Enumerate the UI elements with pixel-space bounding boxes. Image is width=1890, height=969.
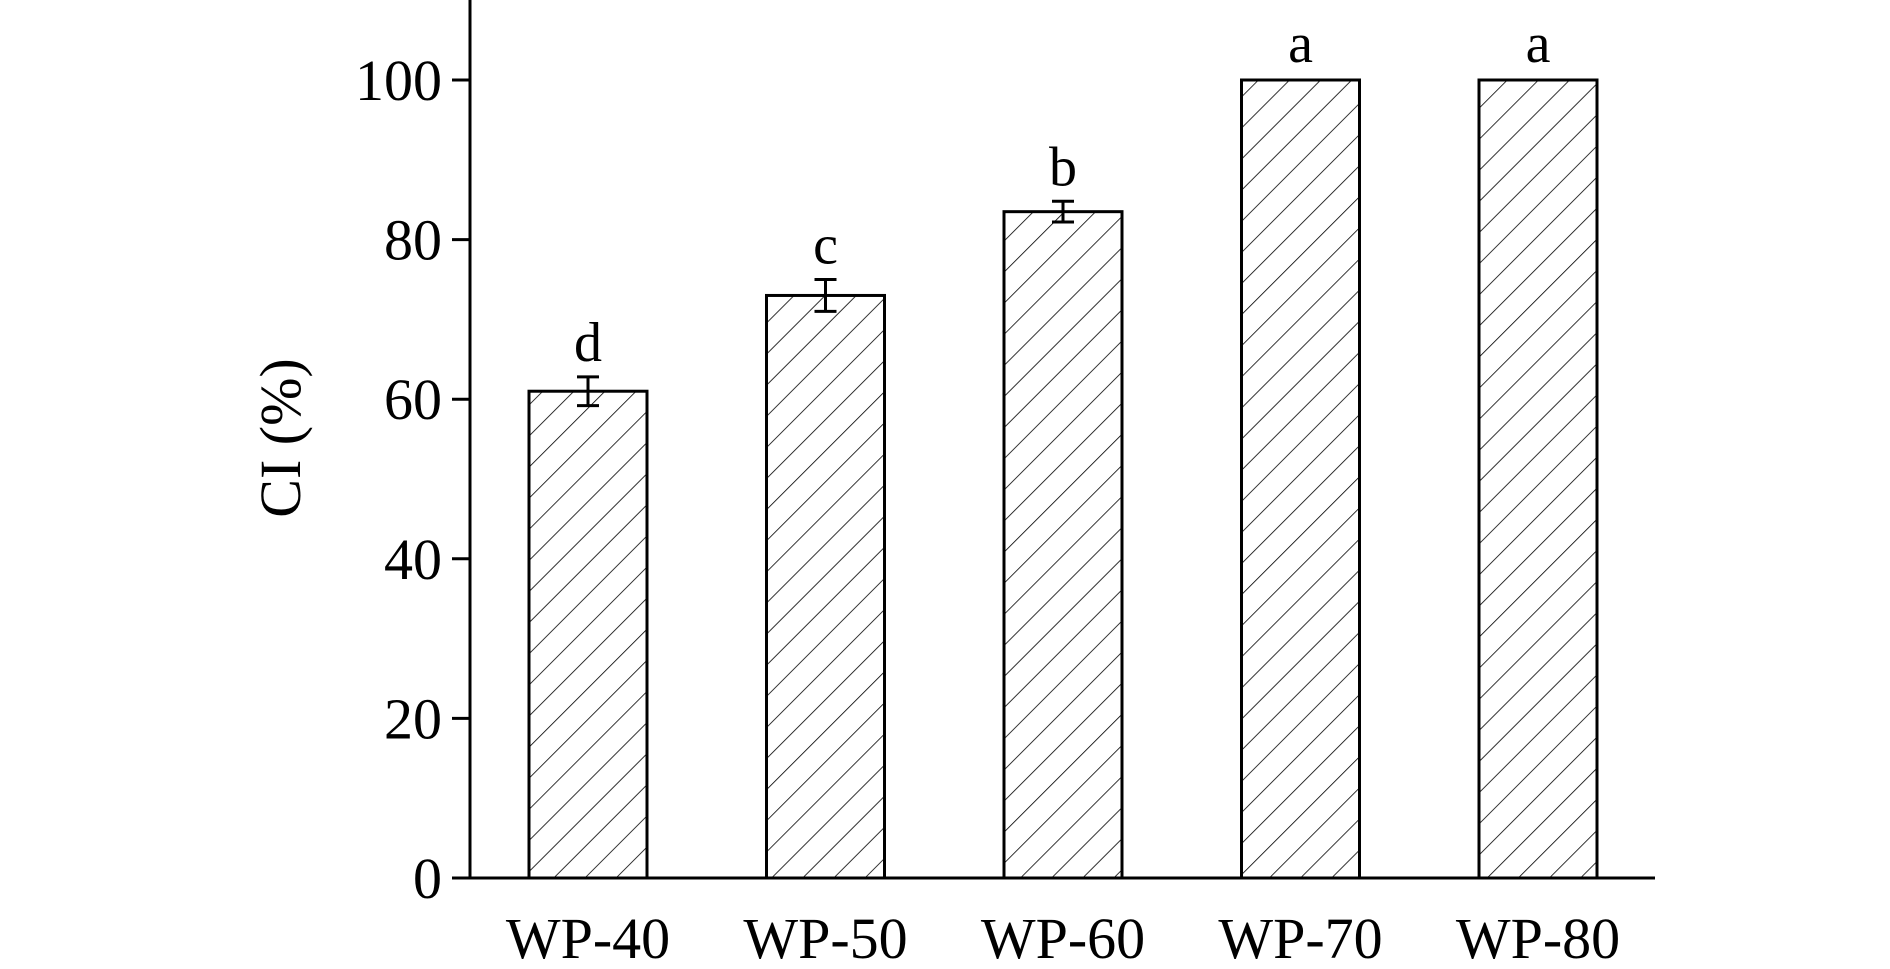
significance-letter: b [1049, 136, 1077, 198]
significance-letter: d [574, 312, 602, 374]
x-tick-label: WP-40 [506, 906, 670, 969]
y-ticks: 0 20 40 60 80 100 [355, 48, 470, 911]
x-tick-label: WP-80 [1456, 906, 1620, 969]
significance-letter: a [1288, 13, 1313, 75]
y-tick-label: 80 [384, 208, 442, 273]
bar-wp-40 [527, 389, 649, 880]
y-axis-title: CI (%) [248, 358, 313, 517]
significance-letter: c [813, 215, 838, 277]
bar-wp-50 [765, 293, 886, 880]
y-tick-label: 20 [384, 686, 442, 751]
significance-letter: a [1526, 13, 1551, 75]
x-tick-label: WP-50 [743, 906, 907, 969]
y-tick-label: 100 [355, 48, 442, 113]
x-tick-labels: WP-40 WP-50 WP-60 WP-70 WP-80 [506, 906, 1620, 969]
y-tick-label: 40 [384, 527, 442, 592]
x-tick-label: WP-70 [1218, 906, 1382, 969]
bar-wp-60 [1002, 210, 1124, 880]
y-tick-label: 0 [413, 846, 442, 911]
bar-wp-80 [1477, 78, 1599, 880]
y-tick-label: 60 [384, 367, 442, 432]
axes-layer [468, 0, 1655, 880]
bars-layer: d c b a a [527, 13, 1599, 880]
x-tick-label: WP-60 [981, 906, 1145, 969]
bar-wp-70 [1240, 78, 1361, 880]
